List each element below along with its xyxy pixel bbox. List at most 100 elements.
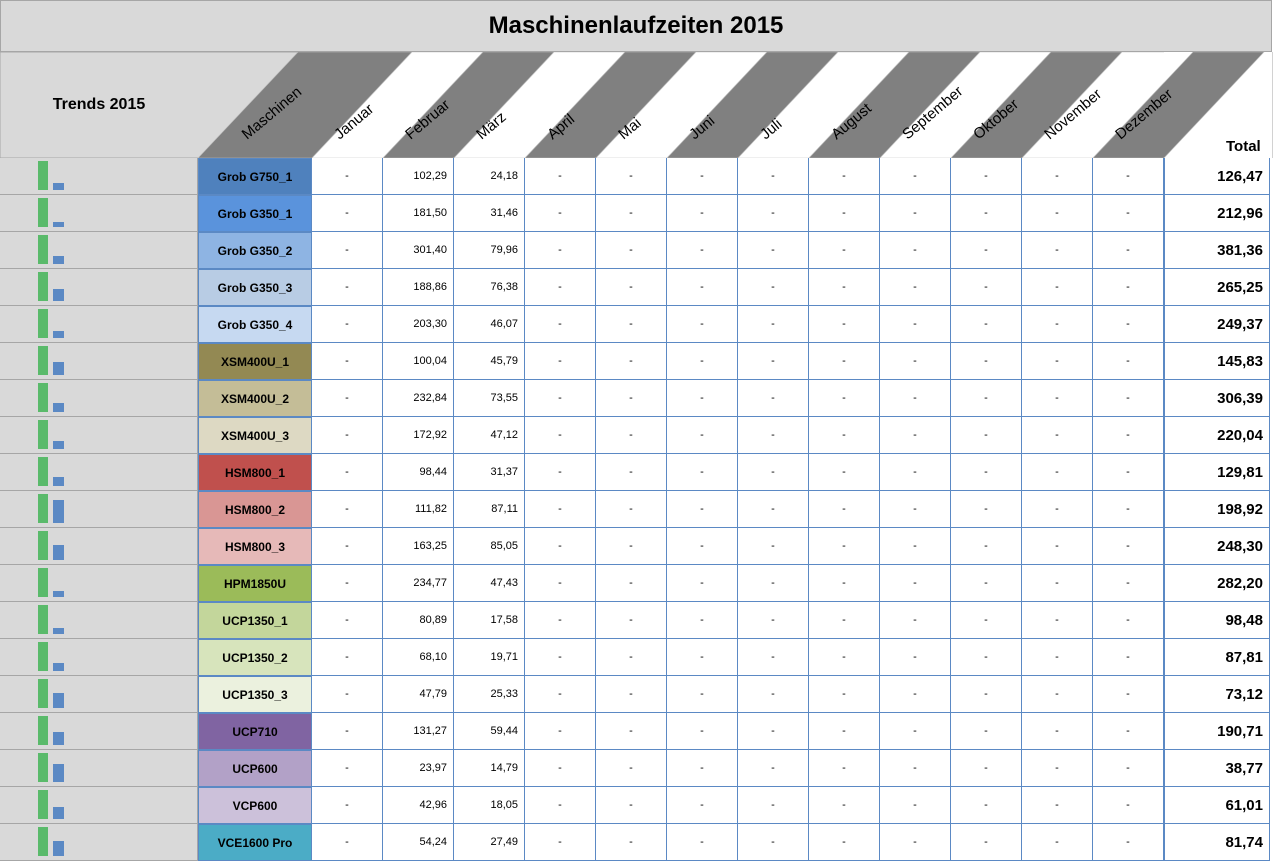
month-cell-september[interactable]: -	[880, 787, 951, 824]
machine-name-cell[interactable]: Grob G350_4	[198, 306, 312, 343]
month-cell-dezember[interactable]: -	[1093, 750, 1164, 787]
month-cell-mai[interactable]: -	[596, 232, 667, 269]
month-cell-mai[interactable]: -	[596, 676, 667, 713]
month-cell-november[interactable]: -	[1022, 158, 1093, 195]
month-cell-juni[interactable]: -	[667, 639, 738, 676]
total-cell[interactable]: 61,01	[1163, 787, 1270, 824]
machine-name-cell[interactable]: Grob G350_2	[198, 232, 312, 269]
month-cell-februar[interactable]: 203,30	[383, 306, 454, 343]
month-cell-oktober[interactable]: -	[951, 380, 1022, 417]
month-cell-februar[interactable]: 131,27	[383, 713, 454, 750]
month-cell-juni[interactable]: -	[667, 232, 738, 269]
month-cell-juli[interactable]: -	[738, 343, 809, 380]
month-cell-april[interactable]: -	[525, 343, 596, 380]
machine-name-cell[interactable]: UCP1350_2	[198, 639, 312, 676]
month-cell-juli[interactable]: -	[738, 195, 809, 232]
month-cell-april[interactable]: -	[525, 787, 596, 824]
month-cell-märz[interactable]: 47,12	[454, 417, 525, 454]
month-cell-märz[interactable]: 79,96	[454, 232, 525, 269]
total-cell[interactable]: 190,71	[1163, 713, 1270, 750]
month-cell-august[interactable]: -	[809, 195, 880, 232]
month-cell-mai[interactable]: -	[596, 491, 667, 528]
month-cell-januar[interactable]: -	[312, 491, 383, 528]
month-cell-april[interactable]: -	[525, 158, 596, 195]
month-cell-juli[interactable]: -	[738, 787, 809, 824]
month-cell-januar[interactable]: -	[312, 269, 383, 306]
machine-name-cell[interactable]: XSM400U_3	[198, 417, 312, 454]
month-cell-juni[interactable]: -	[667, 343, 738, 380]
month-cell-februar[interactable]: 301,40	[383, 232, 454, 269]
total-cell[interactable]: 282,20	[1163, 565, 1270, 602]
month-cell-september[interactable]: -	[880, 343, 951, 380]
month-cell-september[interactable]: -	[880, 750, 951, 787]
month-cell-dezember[interactable]: -	[1093, 676, 1164, 713]
machine-name-cell[interactable]: Grob G350_3	[198, 269, 312, 306]
month-cell-juli[interactable]: -	[738, 380, 809, 417]
month-cell-dezember[interactable]: -	[1093, 232, 1164, 269]
month-cell-juli[interactable]: -	[738, 602, 809, 639]
month-cell-dezember[interactable]: -	[1093, 787, 1164, 824]
month-cell-februar[interactable]: 68,10	[383, 639, 454, 676]
month-cell-oktober[interactable]: -	[951, 565, 1022, 602]
month-cell-april[interactable]: -	[525, 491, 596, 528]
month-cell-oktober[interactable]: -	[951, 750, 1022, 787]
month-cell-august[interactable]: -	[809, 491, 880, 528]
month-cell-august[interactable]: -	[809, 417, 880, 454]
month-cell-januar[interactable]: -	[312, 787, 383, 824]
machine-name-cell[interactable]: Grob G350_1	[198, 195, 312, 232]
month-cell-april[interactable]: -	[525, 713, 596, 750]
month-cell-märz[interactable]: 31,37	[454, 454, 525, 491]
month-cell-mai[interactable]: -	[596, 269, 667, 306]
month-cell-april[interactable]: -	[525, 232, 596, 269]
month-cell-september[interactable]: -	[880, 158, 951, 195]
total-cell[interactable]: 87,81	[1163, 639, 1270, 676]
month-cell-april[interactable]: -	[525, 195, 596, 232]
month-cell-mai[interactable]: -	[596, 602, 667, 639]
month-cell-dezember[interactable]: -	[1093, 639, 1164, 676]
month-cell-oktober[interactable]: -	[951, 158, 1022, 195]
month-cell-märz[interactable]: 46,07	[454, 306, 525, 343]
month-cell-juni[interactable]: -	[667, 491, 738, 528]
machine-name-cell[interactable]: HSM800_2	[198, 491, 312, 528]
month-cell-juni[interactable]: -	[667, 824, 738, 861]
month-cell-september[interactable]: -	[880, 269, 951, 306]
total-cell[interactable]: 98,48	[1163, 602, 1270, 639]
month-cell-august[interactable]: -	[809, 787, 880, 824]
month-cell-januar[interactable]: -	[312, 750, 383, 787]
month-cell-august[interactable]: -	[809, 528, 880, 565]
month-cell-juli[interactable]: -	[738, 232, 809, 269]
month-cell-mai[interactable]: -	[596, 306, 667, 343]
month-cell-september[interactable]: -	[880, 676, 951, 713]
month-cell-dezember[interactable]: -	[1093, 343, 1164, 380]
month-cell-mai[interactable]: -	[596, 639, 667, 676]
month-cell-oktober[interactable]: -	[951, 528, 1022, 565]
month-cell-februar[interactable]: 42,96	[383, 787, 454, 824]
month-cell-januar[interactable]: -	[312, 565, 383, 602]
month-cell-juni[interactable]: -	[667, 454, 738, 491]
month-cell-mai[interactable]: -	[596, 454, 667, 491]
month-cell-september[interactable]: -	[880, 417, 951, 454]
total-cell[interactable]: 38,77	[1163, 750, 1270, 787]
month-cell-november[interactable]: -	[1022, 380, 1093, 417]
month-cell-april[interactable]: -	[525, 528, 596, 565]
total-cell[interactable]: 306,39	[1163, 380, 1270, 417]
total-cell[interactable]: 81,74	[1163, 824, 1270, 861]
month-cell-juli[interactable]: -	[738, 750, 809, 787]
month-cell-märz[interactable]: 18,05	[454, 787, 525, 824]
month-cell-september[interactable]: -	[880, 232, 951, 269]
month-cell-februar[interactable]: 172,92	[383, 417, 454, 454]
month-cell-juli[interactable]: -	[738, 565, 809, 602]
month-cell-oktober[interactable]: -	[951, 306, 1022, 343]
month-cell-april[interactable]: -	[525, 676, 596, 713]
month-cell-februar[interactable]: 188,86	[383, 269, 454, 306]
machine-name-cell[interactable]: HSM800_1	[198, 454, 312, 491]
month-cell-november[interactable]: -	[1022, 528, 1093, 565]
month-cell-november[interactable]: -	[1022, 713, 1093, 750]
month-cell-november[interactable]: -	[1022, 565, 1093, 602]
month-cell-oktober[interactable]: -	[951, 713, 1022, 750]
machine-name-cell[interactable]: UCP1350_1	[198, 602, 312, 639]
month-cell-dezember[interactable]: -	[1093, 380, 1164, 417]
month-cell-juli[interactable]: -	[738, 713, 809, 750]
month-cell-april[interactable]: -	[525, 417, 596, 454]
month-cell-juli[interactable]: -	[738, 676, 809, 713]
